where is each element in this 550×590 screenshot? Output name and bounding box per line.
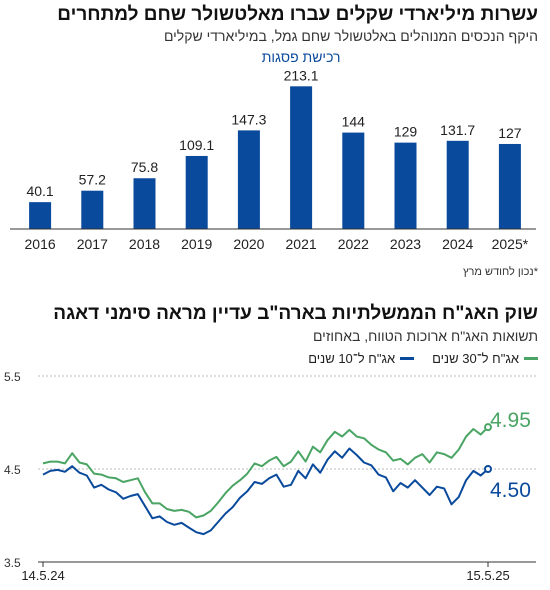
bar-category-label: 2023 [390,236,421,252]
y-tick-label: 3.5 [4,556,21,570]
bar-value-label: 57.2 [79,172,106,188]
bar-value-label: 144 [342,114,366,130]
x-tick-label: 15.5.25 [466,568,509,583]
bar-2023 [394,142,417,229]
bar-value-label: 131.7 [440,122,475,138]
legend-swatch-30y [524,357,538,360]
series-end-dot-10y [484,465,492,473]
bar-2020 [237,130,260,229]
legend-label-10y: אג"ח ל־10 שנים [308,351,396,366]
legend-label-30y: אג"ח ל־30 שנים [432,351,519,366]
series-end-dot-30y [484,423,492,432]
bar-chart-title: עשרות מיליארדי שקלים עברו מאלטשולר שחם ל… [57,4,538,25]
series-end-label-10y: 4.50 [490,479,531,502]
bar-2016 [29,202,52,229]
legend-item-30y: אג"ח ל־30 שנים [432,351,538,366]
x-tick-label: 14.5.24 [21,568,64,583]
bar-value-label: 147.3 [231,111,266,127]
bar-value-label: 40.1 [26,183,53,199]
line-chart-legend: אג"ח ל־10 שנים אג"ח ל־30 שנים [308,351,538,366]
bar-2024 [446,140,469,229]
bar-chart-subtitle: היקף הנכסים המנוהלים באלטשולר שחם גמל, ב… [163,28,538,44]
bar-category-label: 2016 [25,236,56,252]
bar-value-label: 127 [498,125,522,141]
series-end-label-30y: 4.95 [490,409,531,432]
bar-2021 [290,86,313,230]
line-chart-subtitle: תשואות האג"ח ארוכות הטווח, באחוזים [312,328,538,344]
bar-category-label: 2024 [442,236,473,252]
y-tick-label: 5.5 [4,370,21,384]
bar-category-label: 2018 [129,236,160,252]
bar-2017 [81,190,104,229]
y-tick-label: 4.5 [4,463,21,477]
bar-category-label: 2017 [77,236,108,252]
bar-chart: 40.1 2016 57.2 2017 75.8 2018 109.1 2019 147.3 20… [10,49,536,252]
bar-category-label: 2022 [338,236,369,252]
bar-category-label: 2020 [233,236,264,252]
line-chart-title: שוק האג"ח הממשלתיות בארה"ב עדיין מראה סי… [53,303,538,324]
bar-annotation: רכישת פסגות [262,49,341,65]
bar-value-label: 75.8 [131,159,158,175]
bar-value-label: 213.1 [284,67,319,83]
bar-category-label: 2025* [492,236,529,252]
bar-category-label: 2019 [181,236,212,252]
bar-2019 [185,155,208,229]
series-line-10y [42,447,489,536]
legend-item-10y: אג"ח ל־10 שנים [308,351,415,366]
bar-category-label: 2021 [286,236,317,252]
bar-chart-footnote: *נכון לחודש מרץ [463,266,538,278]
series-line-30y [42,426,489,519]
bar-2022 [342,132,365,229]
bar-2018 [133,178,156,229]
legend-swatch-10y [400,357,415,360]
bar-value-label: 109.1 [179,137,214,153]
bar-2025* [498,143,521,229]
bar-value-label: 129 [394,124,418,140]
